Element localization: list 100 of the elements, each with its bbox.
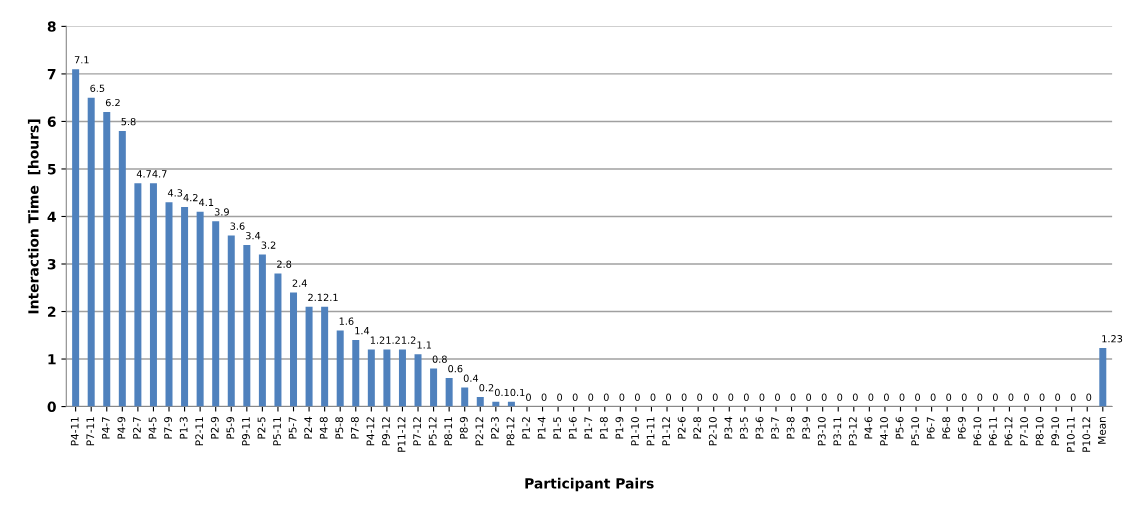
y-tick-label: 2 [48, 306, 56, 317]
x-tick-label: P5-10 [911, 416, 920, 446]
x-tick-label: P9-10 [1051, 416, 1060, 446]
x-tick-label: P4-8 [319, 416, 328, 439]
data-label: 0 [868, 393, 874, 401]
data-label: 0 [1024, 393, 1029, 401]
data-label: 0 [899, 393, 905, 401]
y-tick-label: 8 [47, 21, 56, 32]
x-tick-label: P4-11 [70, 417, 79, 446]
x-tick-label: P8-9 [459, 417, 468, 439]
bar [336, 330, 344, 407]
data-label: 0.2 [479, 384, 494, 392]
x-tick-label: P2-7 [133, 417, 141, 439]
bar [383, 349, 391, 407]
bar [1099, 348, 1107, 407]
y-tick-label: 0 [47, 401, 56, 413]
bar [476, 397, 484, 407]
x-tick-label: P7-12 [413, 417, 421, 446]
data-label: 0 [884, 393, 889, 401]
x-tick-label: P5-11 [273, 417, 281, 446]
data-label: 0 [1039, 393, 1045, 401]
data-label: 0 [681, 393, 687, 401]
data-label: 0 [603, 393, 609, 401]
x-tick-label: P2-6 [677, 416, 686, 439]
bar [212, 221, 220, 407]
data-label: 4.2 [183, 193, 198, 202]
data-label: 6.2 [105, 98, 120, 107]
data-label: 0 [619, 393, 625, 401]
x-tick-label: P1-6 [568, 416, 577, 439]
x-tick-label: P1-2 [522, 417, 530, 439]
data-label: 3.6 [230, 222, 245, 230]
bar [227, 235, 235, 407]
x-tick-label: P2-9 [210, 417, 219, 439]
bar [321, 306, 329, 407]
data-label: 0 [790, 393, 796, 401]
data-label: 0 [697, 393, 703, 401]
data-label: 0.1 [494, 388, 509, 397]
data-label: 6.5 [90, 84, 105, 92]
x-tick-label: P1-5 [553, 417, 562, 439]
x-tick-label: P7-10 [1020, 416, 1029, 446]
x-tick-label: P3-11 [833, 417, 842, 446]
x-tick-label: P6-11 [989, 417, 997, 446]
bar [196, 211, 204, 407]
x-tick-label: P5-8 [335, 416, 344, 439]
data-label: 0 [1008, 393, 1014, 401]
x-tick-label: P7-9 [164, 417, 173, 439]
bar [134, 183, 142, 407]
data-label: 0.4 [463, 374, 479, 382]
data-label: 2.4 [292, 279, 307, 287]
x-tick-label: P1-12 [662, 417, 670, 446]
data-label: 0 [666, 393, 672, 401]
data-label: 4.3 [167, 189, 183, 197]
x-tick-label: P3-8 [786, 416, 795, 439]
bar [414, 354, 422, 407]
data-label: 7.1 [74, 56, 89, 64]
x-tick-label: P9-12 [382, 417, 390, 446]
x-tick-label: P1-4 [537, 416, 546, 439]
data-label: 1.4 [355, 327, 370, 335]
bar [367, 349, 375, 407]
data-label: 0 [961, 393, 967, 401]
bar [72, 69, 80, 407]
x-tick-label: P11-12 [397, 417, 406, 452]
x-tick-label: P8-10 [1035, 416, 1044, 446]
x-tick-label: P4-12 [366, 417, 375, 446]
data-label: 1.2 [370, 336, 385, 344]
data-label: 1.6 [339, 317, 354, 325]
x-tick-label: P1-7 [584, 417, 593, 439]
x-tick-label: P2-8 [693, 416, 702, 439]
x-tick-label: P6-10 [973, 416, 982, 446]
bar [461, 387, 469, 407]
data-label: 0 [541, 393, 547, 401]
data-label: 1.2 [401, 336, 416, 344]
x-tick-label: P4-9 [117, 417, 126, 439]
data-label: 0 [977, 393, 983, 401]
x-tick-label: P6-12 [1004, 417, 1013, 446]
x-tick-label: P5-6 [895, 416, 904, 439]
x-tick-label: P7-11 [86, 417, 95, 446]
y-tick-label: 7 [47, 69, 56, 80]
x-tick-label: P8-11 [444, 417, 453, 446]
x-tick-label: P2-3 [490, 417, 499, 439]
data-label: 0 [650, 393, 656, 401]
x-tick-label: P6-9 [957, 417, 966, 439]
x-tick-label: P1-8 [599, 416, 608, 439]
x-tick-label: P5-7 [288, 417, 297, 439]
bar [181, 206, 189, 407]
x-tick-label: P3-4 [724, 416, 733, 439]
y-axis-title: Interaction Time [hours] [27, 119, 41, 314]
data-label: 0 [852, 393, 858, 401]
y-tick-label: 1 [48, 354, 56, 365]
x-tick-label: P10-11 [1066, 417, 1075, 452]
bar [398, 349, 406, 407]
data-label: 0.1 [510, 388, 525, 397]
data-label: 0 [1055, 393, 1061, 401]
x-tick-label: P4-10 [880, 416, 888, 446]
data-label: 0 [821, 393, 827, 401]
x-tick-label: P1-9 [615, 417, 624, 439]
data-label: 0 [1070, 393, 1076, 401]
x-tick-label: P4-6 [864, 416, 873, 439]
data-label: 0 [526, 393, 531, 401]
data-label: 0 [915, 393, 921, 401]
